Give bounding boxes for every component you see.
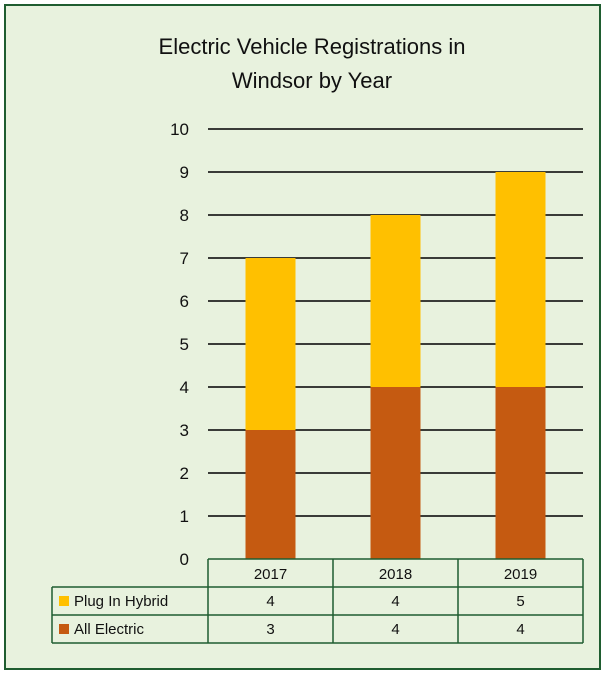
- y-tick-label-4: 4: [180, 378, 189, 397]
- bar-2017-plug-in-hybrid: [245, 258, 296, 430]
- chart-frame: Electric Vehicle Registrations in Windso…: [4, 4, 601, 670]
- table-header-2018: 2018: [379, 566, 412, 583]
- bar-2017-all-electric: [245, 430, 296, 559]
- table-cell-plug-in-hybrid-2017: 4: [266, 593, 274, 610]
- table-cell-all-electric-2019: 4: [516, 621, 524, 638]
- table-row-label-plug-in-hybrid: Plug In Hybrid: [74, 593, 168, 610]
- y-tick-label-0: 0: [180, 550, 189, 569]
- stacked-bar-chart: Electric Vehicle Registrations in Windso…: [51, 34, 584, 644]
- table-header-2017: 2017: [254, 566, 287, 583]
- bar-2018-all-electric: [370, 387, 421, 559]
- y-tick-label-10: 10: [170, 120, 189, 139]
- bar-2019-all-electric: [495, 387, 546, 559]
- table-cell-all-electric-2017: 3: [266, 621, 274, 638]
- data-table: 2017 2018 2019 Plug In Hybrid 4 4 5 All Electri…: [51, 558, 584, 644]
- y-tick-label-8: 8: [180, 206, 189, 225]
- y-tick-label-9: 9: [180, 163, 189, 182]
- y-tick-label-6: 6: [180, 292, 189, 311]
- y-tick-label-1: 1: [180, 507, 189, 526]
- table-cell-all-electric-2018: 4: [391, 621, 399, 638]
- chart-title-line-1: Electric Vehicle Registrations in: [159, 34, 466, 59]
- y-tick-label-3: 3: [180, 421, 189, 440]
- table-header-2019: 2019: [504, 566, 537, 583]
- bar-2019-plug-in-hybrid: [495, 172, 546, 387]
- legend-key-all-electric: [59, 624, 69, 634]
- y-tick-label-5: 5: [180, 335, 189, 354]
- bars: [245, 172, 546, 559]
- table-cell-plug-in-hybrid-2018: 4: [391, 593, 399, 610]
- table-cell-plug-in-hybrid-2019: 5: [516, 593, 524, 610]
- y-tick-label-2: 2: [180, 464, 189, 483]
- y-axis-ticks: 0 1 2 3 4 5 6 7 8 9 10: [170, 120, 189, 569]
- table-row-label-all-electric: All Electric: [74, 621, 145, 638]
- bar-2018-plug-in-hybrid: [370, 215, 421, 387]
- legend-key-plug-in-hybrid: [59, 596, 69, 606]
- chart-title-line-2: Windsor by Year: [232, 68, 392, 93]
- y-tick-label-7: 7: [180, 249, 189, 268]
